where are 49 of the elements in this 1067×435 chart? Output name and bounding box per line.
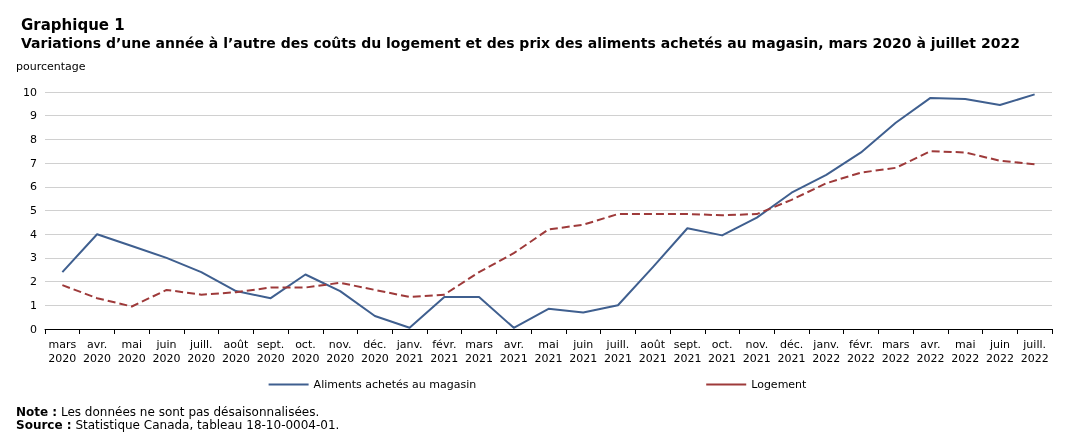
y-tick-label: 7 xyxy=(30,156,37,170)
x-tick-label: juill. 2022 xyxy=(1020,337,1049,365)
chart-title: Graphique 1 xyxy=(21,15,125,34)
x-tick-label: mars 2020 xyxy=(48,337,77,365)
x-tick-label: avr. 2022 xyxy=(916,337,945,365)
line-series xyxy=(61,150,1036,308)
x-tick-label: nov. 2020 xyxy=(326,337,355,365)
y-tick-label: 4 xyxy=(30,227,37,241)
y-tick-label: 1 xyxy=(30,298,37,312)
y-tick-label: 10 xyxy=(23,85,37,99)
x-tick-label: févr. 2021 xyxy=(430,337,459,365)
source-note: Source : Statistique Canada, tableau 18-10-0004-01. xyxy=(16,418,340,432)
x-tick-label: sept. 2021 xyxy=(673,337,702,365)
x-tick-label: févr. 2022 xyxy=(847,337,876,365)
x-tick-label: mai 2022 xyxy=(951,337,980,365)
x-tick-label: juill. 2021 xyxy=(603,337,632,365)
x-tick-label: janv. 2021 xyxy=(395,337,424,365)
x-tick-label: oct. 2020 xyxy=(291,337,320,365)
x-tick-label: mars 2021 xyxy=(465,337,494,365)
chart-subtitle: Variations d’une année à l’autre des coûts du logement et des prix des aliments achetés au magasin, mars 2020 à juillet 2022 xyxy=(21,35,1020,51)
x-tick-label: déc. 2020 xyxy=(360,337,389,365)
y-tick-label: 9 xyxy=(30,109,37,123)
x-tick-label: avr. 2020 xyxy=(83,337,112,365)
y-tick-label: 3 xyxy=(30,251,37,265)
x-tick-label: août 2021 xyxy=(638,337,667,365)
y-tick-label: 5 xyxy=(30,204,37,217)
line-series xyxy=(61,93,1036,329)
x-tick-label: juin 2021 xyxy=(569,337,598,365)
x-tick-label: août 2020 xyxy=(221,337,250,365)
text: Note : Les données ne sont pas désaisonnalisées. xyxy=(16,405,320,419)
x-tick-label: janv. 2022 xyxy=(812,337,841,365)
x-tick-label: mars 2022 xyxy=(881,337,910,365)
x-tick-label: juill. 2020 xyxy=(187,337,216,365)
x-tick-label: nov. 2021 xyxy=(742,337,771,365)
y-axis-title: pourcentage xyxy=(16,60,86,73)
legend-label: Logement xyxy=(751,378,808,391)
y-tick-label: 0 xyxy=(30,322,37,336)
y-tick-label: 8 xyxy=(30,132,37,146)
x-tick-label: juin 2022 xyxy=(985,337,1014,365)
x-tick-label: sept. 2020 xyxy=(256,337,285,365)
y-tick-label: 6 xyxy=(30,180,37,194)
x-tick-label: mai 2020 xyxy=(117,337,146,365)
x-tick-label: juin 2020 xyxy=(152,337,181,365)
x-tick-label: mai 2021 xyxy=(534,337,563,365)
legend-label: Aliments achetés au magasin xyxy=(313,378,477,391)
x-tick-label: déc. 2021 xyxy=(777,337,806,365)
x-tick-label: oct. 2021 xyxy=(708,337,737,365)
y-tick-label: 2 xyxy=(30,275,37,289)
x-tick-label: avr. 2021 xyxy=(499,337,528,365)
